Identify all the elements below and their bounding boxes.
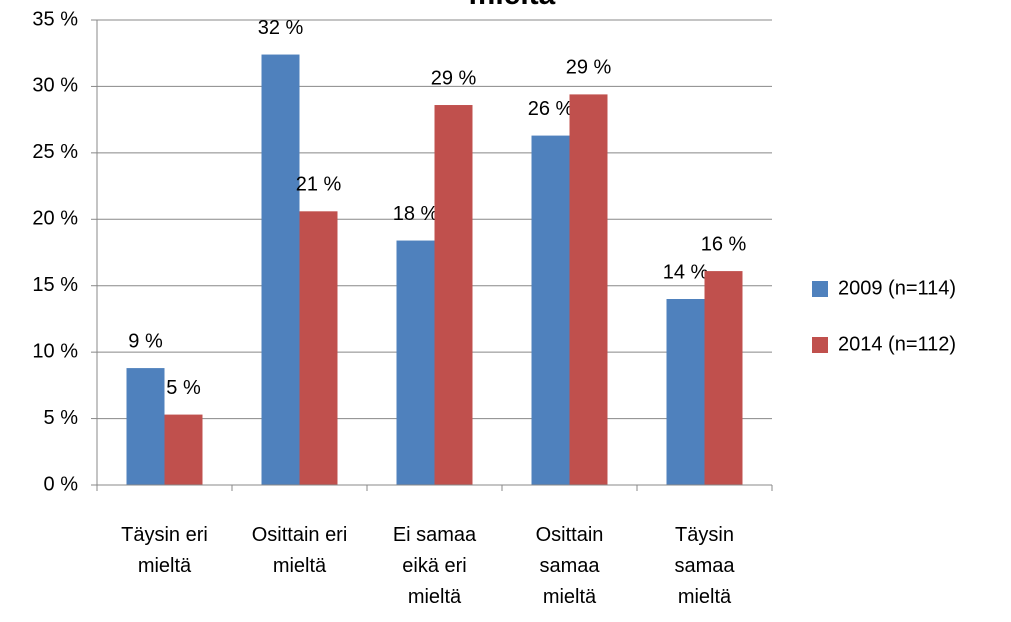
bar [299, 211, 338, 486]
y-tick-label: 30 % [32, 75, 78, 97]
data-label: 9 % [128, 330, 163, 352]
data-label: 32 % [258, 17, 304, 39]
data-label: 29 % [431, 67, 477, 89]
x-tick-label: Osittain samaa mieltä [535, 524, 604, 608]
bar [396, 240, 435, 485]
bar [126, 368, 165, 485]
data-label: 18 % [393, 203, 439, 225]
legend-swatch [812, 281, 828, 297]
data-label: 16 % [701, 233, 747, 255]
bar [261, 54, 300, 486]
bar [569, 94, 608, 486]
data-label: 29 % [566, 57, 612, 79]
y-tick-label: 5 % [44, 407, 79, 429]
bar [531, 135, 570, 486]
data-label: 21 % [296, 174, 342, 196]
legend-swatch [812, 337, 828, 353]
chart-title: mieltä [469, 0, 556, 11]
y-tick-label: 15 % [32, 274, 78, 296]
y-tick-label: 20 % [32, 208, 78, 230]
bar [704, 271, 743, 485]
y-tick-label: 0 % [44, 473, 79, 495]
x-tick-label: Osittain eri mieltä [251, 524, 348, 577]
legend-label: 2009 (n=114) [838, 277, 956, 299]
bar [666, 299, 705, 485]
x-tick-label: Täysin samaa mieltä [674, 524, 735, 608]
data-label: 14 % [663, 261, 709, 283]
x-tick-label: Ei samaa eikä eri mieltä [392, 524, 477, 608]
legend-label: 2014 (n=112) [838, 333, 956, 355]
x-tick-label: Täysin eri mieltä [121, 524, 208, 577]
data-label: 26 % [528, 98, 574, 120]
y-tick-label: 10 % [32, 340, 78, 362]
bar [164, 414, 203, 485]
data-label: 5 % [166, 377, 201, 399]
y-tick-label: 35 % [32, 8, 78, 30]
y-tick-label: 25 % [32, 141, 78, 163]
bar [434, 105, 473, 486]
